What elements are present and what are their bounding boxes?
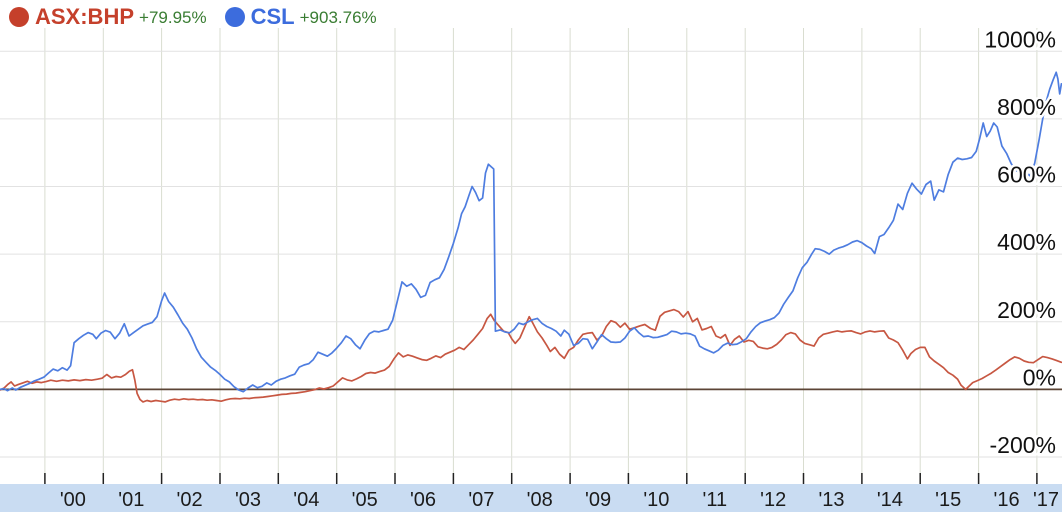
- x-axis-label-2001: '01: [118, 489, 144, 511]
- x-axis-label-2002: '02: [177, 489, 203, 511]
- y-axis-label-1000: 1000%: [984, 26, 1056, 52]
- x-axis-label-2000: '00: [60, 489, 86, 511]
- chart-legend: ASX:BHP +79.95% CSL +903.76%: [9, 1, 377, 33]
- legend-change-bhp: +79.95%: [139, 8, 207, 27]
- legend-ticker-csl: CSL: [250, 4, 295, 29]
- y-axis-label-600: 600%: [997, 162, 1056, 188]
- x-axis-label-2017: '17: [1033, 489, 1059, 511]
- y-axis-label--200: -200%: [990, 432, 1056, 458]
- y-axis-label-400: 400%: [997, 229, 1056, 255]
- x-axis-label-2009: '09: [585, 489, 611, 511]
- legend-change-csl: +903.76%: [299, 8, 377, 27]
- x-axis-label-2004: '04: [293, 489, 319, 511]
- x-axis-label-2008: '08: [527, 489, 553, 511]
- y-axis-label-200: 200%: [997, 297, 1056, 323]
- x-axis-label-2003: '03: [235, 489, 261, 511]
- x-axis-label-2005: '05: [352, 489, 378, 511]
- x-axis-label-2011: '11: [703, 489, 728, 511]
- x-axis-label-2014: '14: [877, 489, 903, 511]
- series-line-csl: [0, 71, 1062, 393]
- x-axis-label-2013: '13: [818, 489, 844, 511]
- x-axis-band: [0, 484, 1062, 512]
- y-axis-label-800: 800%: [997, 94, 1056, 120]
- legend-ticker-bhp: ASX:BHP: [35, 4, 135, 29]
- x-axis-label-2012: '12: [760, 489, 786, 511]
- x-axis-label-2010: '10: [643, 489, 669, 511]
- legend-item-csl: CSL +903.76%: [224, 4, 377, 30]
- series-line-bhp: [0, 308, 1062, 403]
- x-axis-label-2015: '15: [935, 489, 961, 511]
- x-axis-label-2016: '16: [994, 489, 1020, 511]
- x-axis-label-2007: '07: [468, 489, 494, 511]
- series-color-dot-bhp: [9, 7, 29, 27]
- y-axis-label-0: 0%: [1023, 364, 1056, 390]
- series-color-dot-csl: [224, 7, 245, 27]
- legend-item-asx-bhp: ASX:BHP +79.95%: [9, 4, 207, 30]
- x-axis-label-2006: '06: [410, 489, 436, 511]
